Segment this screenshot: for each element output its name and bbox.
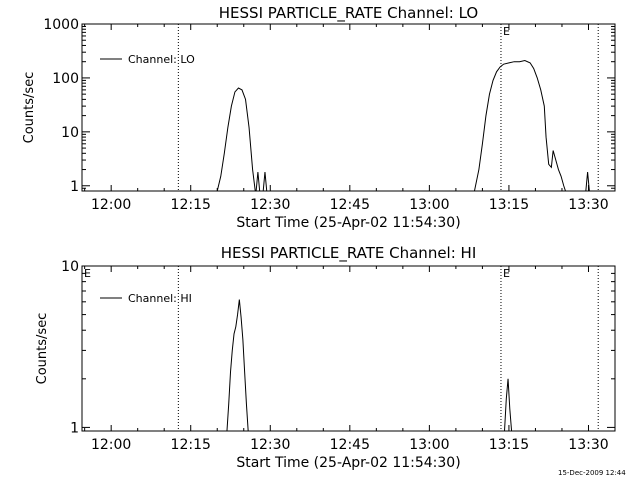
x-tick-label: 13:30	[568, 437, 608, 453]
time-marker-label: E	[84, 267, 91, 280]
y-axis-label: Counts/sec	[35, 313, 50, 385]
chart-title: HESSI PARTICLE_RATE Channel: LO	[219, 4, 478, 23]
y-axis-label: Counts/sec	[22, 72, 37, 144]
legend-label: Channel: LO	[128, 53, 195, 66]
x-tick-label: 12:30	[250, 197, 290, 213]
chart-panel-2: HESSI PARTICLE_RATE Channel: HI 12:00 12:1…	[35, 244, 616, 471]
x-tick-label: 13:15	[489, 437, 529, 453]
y-tick-label: 10	[61, 259, 79, 275]
chart-title: HESSI PARTICLE_RATE Channel: HI	[221, 244, 477, 263]
y-tick-label: 10	[61, 125, 79, 141]
x-axis-label: Start Time (25-Apr-02 11:54:30)	[236, 215, 460, 231]
time-marker-label: E	[503, 25, 510, 38]
x-tick-label: 13:30	[568, 197, 608, 213]
x-tick-label: 13:00	[409, 197, 449, 213]
x-tick-label: 13:00	[409, 437, 449, 453]
x-tick-label: 13:15	[489, 197, 529, 213]
x-axis-label: Start Time (25-Apr-02 11:54:30)	[236, 455, 460, 471]
x-tick-label: 12:15	[171, 437, 211, 453]
x-tick-label: 12:15	[171, 197, 211, 213]
x-tick-label: 12:45	[330, 197, 370, 213]
plot-frame	[81, 265, 616, 432]
time-marker-label: E	[503, 267, 510, 280]
chart-panel-1: HESSI PARTICLE_RATE Channel: LO 12:00 12:1…	[22, 4, 616, 231]
legend-label: Channel: HI	[128, 292, 192, 305]
y-tick-label: 100	[52, 71, 79, 87]
y-tick-label: 1000	[43, 17, 79, 33]
x-tick-label: 12:00	[91, 197, 131, 213]
x-tick-label: 12:45	[330, 437, 370, 453]
y-tick-label: 1	[70, 420, 79, 436]
y-tick-label: 1	[70, 179, 79, 195]
x-tick-label: 12:00	[91, 437, 131, 453]
series-line	[216, 60, 590, 191]
print-timestamp: 15-Dec-2009 12:44	[558, 469, 626, 477]
plot-frame	[81, 23, 616, 192]
x-tick-label: 12:30	[250, 437, 290, 453]
series-line	[226, 299, 513, 431]
